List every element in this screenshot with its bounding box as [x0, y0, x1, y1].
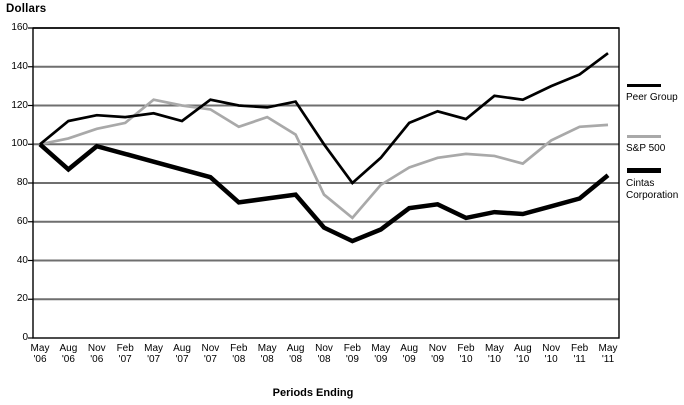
- y-tick-label-100: 100: [11, 138, 28, 150]
- x-tick-year: '06: [61, 353, 75, 365]
- cintas-line-swatch: [627, 168, 661, 173]
- x-tick-month: Nov: [87, 343, 106, 354]
- x-tick-year: '06: [33, 353, 47, 365]
- x-tick-month: Nov: [201, 343, 220, 354]
- x-tick-label-nov-07: Nov '07: [195, 343, 225, 365]
- y-tick-label-140: 140: [11, 60, 28, 72]
- y-tick-label-0: 0: [22, 332, 28, 343]
- x-tick-year: '06: [90, 353, 104, 365]
- x-tick-month: Aug: [513, 343, 532, 354]
- y-axis-title: Dollars: [6, 3, 47, 15]
- legend-item-sp500: S&P 500: [626, 135, 684, 155]
- x-tick-label-aug-07: Aug '07: [167, 343, 197, 365]
- x-tick-month: Nov: [315, 343, 333, 354]
- plot-border: [32, 27, 620, 339]
- x-tick-year: '08: [289, 353, 303, 365]
- x-tick-month: Nov: [542, 343, 561, 354]
- y-tick-label-120: 120: [11, 99, 28, 111]
- y-tick-label-80: 80: [16, 177, 28, 188]
- x-tick-year: '07: [147, 353, 161, 365]
- x-tick-label-may-09: May '09: [366, 343, 396, 365]
- x-tick-year: '07: [175, 353, 189, 365]
- x-tick-year: '09: [431, 353, 445, 365]
- x-tick-year: '07: [203, 353, 217, 365]
- x-tick-month: May: [144, 343, 164, 354]
- x-tick-label-feb-07: Feb '07: [110, 343, 140, 365]
- y-tick-label-20: 20: [16, 293, 28, 305]
- x-tick-label-aug-09: Aug '09: [394, 343, 424, 365]
- y-axis-labels: 0 20 40 60 80 100 120 140 160: [0, 0, 28, 405]
- x-tick-label-nov-10: Nov '10: [536, 343, 566, 365]
- x-tick-label-may-11: May '11: [593, 343, 623, 365]
- x-tick-month: Aug: [286, 343, 305, 354]
- x-tick-month: May: [30, 343, 50, 354]
- x-tick-year: '10: [459, 353, 473, 365]
- x-tick-year: '09: [345, 353, 359, 365]
- x-tick-year: '10: [516, 353, 530, 365]
- x-tick-month: Aug: [173, 343, 191, 354]
- legend-item-cintas: Cintas Corporation: [626, 168, 684, 201]
- x-tick-month: Aug: [400, 343, 419, 354]
- x-tick-year: '08: [260, 353, 274, 365]
- x-tick-year: '08: [317, 353, 331, 365]
- x-tick-label-feb-09: Feb '09: [337, 343, 367, 365]
- x-tick-month: Nov: [428, 343, 447, 354]
- x-tick-label-aug-06: Aug '06: [53, 343, 83, 365]
- x-axis-title: Periods Ending: [272, 387, 354, 399]
- x-tick-label-aug-08: Aug '08: [281, 343, 311, 365]
- x-tick-month: Feb: [343, 343, 361, 354]
- y-tick-label-160: 160: [11, 22, 28, 33]
- x-tick-label-may-08: May '08: [252, 343, 282, 365]
- x-tick-label-nov-09: Nov '09: [423, 343, 453, 365]
- x-tick-year: '11: [573, 353, 586, 365]
- legend-label-peer-group: Peer Group: [626, 92, 678, 103]
- x-tick-label-feb-10: Feb '10: [451, 343, 481, 365]
- x-tick-year: '10: [544, 353, 558, 365]
- x-tick-label-aug-10: Aug '10: [508, 343, 538, 365]
- x-tick-label-nov-08: Nov '08: [309, 343, 339, 365]
- x-tick-label-nov-06: Nov '06: [82, 343, 112, 365]
- y-tick-label-40: 40: [16, 254, 28, 266]
- x-tick-month: May: [257, 343, 277, 354]
- x-tick-label-feb-08: Feb '08: [224, 343, 254, 365]
- x-tick-year: '09: [374, 353, 388, 365]
- legend: Peer Group S&P 500 Cintas Corporation: [626, 0, 684, 405]
- x-tick-year: '07: [118, 353, 132, 365]
- x-tick-label-may-06: May '06: [25, 343, 55, 365]
- x-tick-year: '09: [402, 353, 416, 365]
- legend-label-sp500: S&P 500: [626, 143, 666, 154]
- x-tick-month: Aug: [59, 343, 78, 354]
- x-tick-month: May: [598, 343, 618, 354]
- peer-group-line-swatch: [627, 84, 661, 87]
- x-tick-month: Feb: [457, 343, 475, 354]
- legend-label-cintas: Cintas Corporation: [626, 178, 679, 201]
- legend-item-peer-group: Peer Group: [626, 84, 684, 104]
- x-tick-label-may-07: May '07: [139, 343, 169, 365]
- x-tick-label-may-10: May '10: [479, 343, 509, 365]
- x-tick-label-feb-11: Feb '11: [565, 343, 595, 365]
- x-tick-month: May: [484, 343, 504, 354]
- series-line-cintas-corporation: [38, 142, 610, 244]
- x-tick-month: Feb: [116, 343, 134, 354]
- x-tick-year: '11: [601, 353, 615, 365]
- x-tick-month: Feb: [230, 343, 248, 354]
- x-tick-month: Feb: [570, 343, 589, 354]
- series-line-peer-group: [39, 52, 609, 185]
- x-tick-year: '10: [487, 353, 501, 365]
- x-tick-year: '08: [232, 353, 246, 365]
- y-tick-label-60: 60: [16, 215, 28, 227]
- sp500-line-swatch: [627, 135, 661, 138]
- x-tick-month: May: [371, 343, 391, 354]
